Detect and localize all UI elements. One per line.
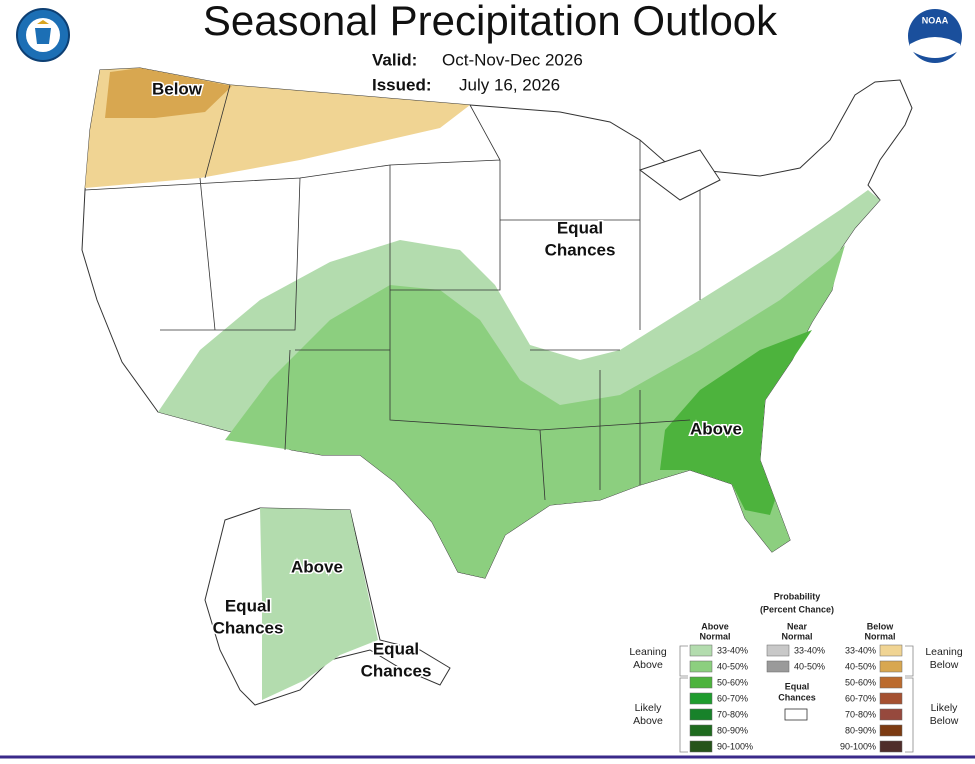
side-label: Leaning: [925, 646, 963, 658]
legend-label: 40-50%: [717, 661, 748, 671]
legend-swatch: [879, 692, 903, 705]
bracket: [679, 677, 688, 753]
legend-swatch: [879, 676, 903, 689]
legend-swatch: [879, 644, 903, 657]
map-label: Chances: [545, 240, 616, 259]
column-heading: Normal: [864, 631, 895, 641]
legend-label: 70-80%: [845, 709, 876, 719]
valid-label: Valid:: [372, 50, 417, 69]
legend-swatch: [879, 660, 903, 673]
side-label: Below: [930, 659, 959, 671]
side-label: Likely: [931, 702, 959, 714]
bracket: [679, 645, 688, 677]
legend-swatch: [879, 740, 903, 753]
legend-label: 60-70%: [845, 693, 876, 703]
issued-label: Issued:: [372, 75, 432, 94]
side-label: Above: [633, 659, 663, 671]
side-label: Below: [930, 715, 959, 727]
doc-seal: [16, 8, 70, 62]
legend-label: 70-80%: [717, 709, 748, 719]
map-label: Equal: [557, 218, 603, 237]
map-label: Equal: [373, 639, 419, 658]
map-label: Above: [690, 419, 742, 438]
legend-swatch: [689, 676, 713, 689]
column-heading: Normal: [699, 631, 730, 641]
alaska-above-region: [260, 508, 378, 700]
legend-title: Probability: [774, 591, 821, 601]
logo-text: NOAA: [922, 15, 949, 25]
side-label: Above: [633, 715, 663, 727]
legend-label: 50-60%: [717, 677, 748, 687]
side-label: Likely: [635, 702, 663, 714]
equal-chances-label: Chances: [778, 692, 816, 702]
legend-swatch: [689, 724, 713, 737]
legend-label: 40-50%: [794, 661, 825, 671]
column-heading: Near: [787, 621, 808, 631]
column-heading: Above: [701, 621, 729, 631]
legend-label: 60-70%: [717, 693, 748, 703]
map-label: Chances: [361, 661, 432, 680]
legend-label: 40-50%: [845, 661, 876, 671]
map-label: Below: [152, 79, 203, 98]
map-label: Above: [291, 557, 343, 576]
legend-label: 80-90%: [717, 725, 748, 735]
column-heading: Normal: [781, 631, 812, 641]
legend-swatch: [689, 692, 713, 705]
legend-swatch: [689, 644, 713, 657]
legend-label: 90-100%: [717, 741, 753, 751]
legend-swatch: [879, 724, 903, 737]
state-borders: [84, 84, 721, 501]
noaa-logo: NOAA: [908, 9, 962, 63]
legend-subtitle: (Percent Chance): [760, 604, 834, 614]
legend-swatch: [689, 660, 713, 673]
equal-chances-label: Equal: [785, 681, 810, 691]
legend-label: 33-40%: [845, 645, 876, 655]
legend-label: 33-40%: [794, 645, 825, 655]
legend-swatch: [879, 708, 903, 721]
legend: Probability(Percent Chance)AboveNormal33…: [629, 591, 963, 753]
legend-swatch: [766, 660, 790, 673]
legend-swatch: [766, 644, 790, 657]
above-50-region: [660, 330, 812, 515]
valid-value: Oct-Nov-Dec 2026: [442, 50, 583, 69]
legend-label: 80-90%: [845, 725, 876, 735]
bracket: [905, 645, 914, 677]
equal-chances-swatch: [784, 708, 808, 721]
legend-label: 33-40%: [717, 645, 748, 655]
legend-swatch: [689, 740, 713, 753]
legend-label: 50-60%: [845, 677, 876, 687]
map-label: Chances: [213, 618, 284, 637]
map-label: Equal: [225, 596, 271, 615]
great-lakes: [638, 149, 721, 201]
legend-swatch: [689, 708, 713, 721]
legend-label: 90-100%: [840, 741, 876, 751]
bracket: [905, 677, 914, 753]
above-40-region: [225, 245, 845, 578]
column-heading: Below: [867, 621, 895, 631]
issued-value: July 16, 2026: [459, 75, 560, 94]
below-40-region: [105, 68, 232, 118]
side-label: Leaning: [629, 646, 667, 658]
title: Seasonal Precipitation Outlook: [203, 0, 778, 44]
